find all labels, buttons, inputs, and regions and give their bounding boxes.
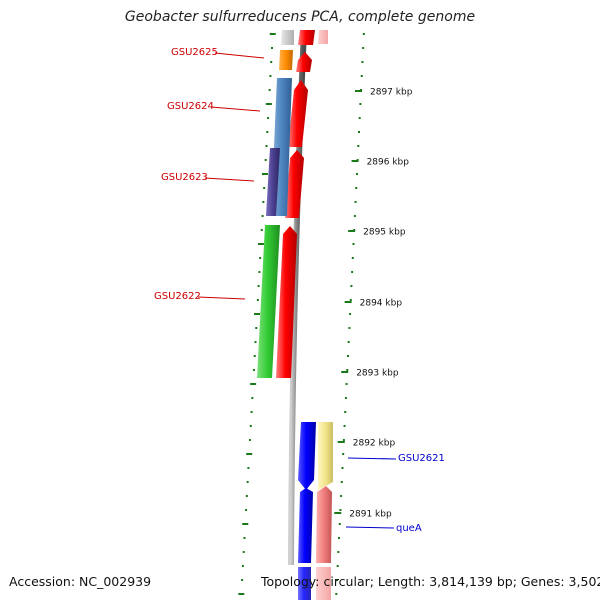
accession-text: Accession: NC_002939 [9, 574, 152, 589]
position-ticks: 2897 kbp 2896 kbp 2895 kbp 2894 kbp 2893 kbp… [334, 88, 413, 520]
gene-top-pink [318, 30, 328, 44]
gene-label-gsu2623: GSU2623 [161, 172, 208, 183]
gene-label-gsu2625: GSU2625 [171, 47, 218, 58]
tick-label: 2897 kbp [370, 88, 413, 98]
gene-leader-line [197, 296, 246, 300]
gene-bottom-pink [316, 567, 331, 600]
gene-gsu2621-yellow [318, 422, 333, 490]
genome-title: Geobacter sulfurreducens PCA, complete g… [124, 9, 476, 25]
tick-label: 2892 kbp [353, 439, 396, 449]
tick-label: 2896 kbp [367, 158, 410, 168]
tick-label: 2895 kbp [363, 228, 406, 238]
left-dotted-track [238, 33, 276, 595]
gene-leader-line [204, 177, 255, 182]
gene-red-4 [285, 150, 304, 218]
gene-label-gsu2624: GSU2624 [167, 101, 214, 112]
gene-label-gsu2622: GSU2622 [154, 291, 201, 302]
gene-gsu2622-green [257, 225, 280, 378]
gene-blue-1 [298, 422, 316, 490]
gene-label-gsu2621: GSU2621 [398, 453, 445, 464]
gene-gsu2625-orange [279, 50, 293, 70]
gene-quea-pink [316, 486, 332, 563]
gene-label-quea: queA [396, 523, 422, 534]
genome-summary-text: Topology: circular; Length: 3,814,139 bp… [261, 574, 600, 589]
gene-red-3 [288, 80, 308, 147]
tick-label: 2893 kbp [356, 369, 399, 379]
gene-labels: GSU2625 GSU2624 GSU2623 GSU2622 GSU2621 queA [154, 47, 445, 534]
gene-red-2 [296, 52, 312, 72]
gene-leader-line [345, 526, 395, 529]
gene-leader-line [214, 52, 265, 59]
gene-blue-2 [298, 488, 313, 563]
gene-red-1 [298, 30, 315, 45]
gene-leader-line [210, 106, 261, 112]
gene-top-gray [281, 30, 294, 45]
tick-label: 2891 kbp [349, 510, 392, 520]
gene-red-5 [276, 226, 297, 378]
tick-label: 2894 kbp [360, 299, 403, 309]
gene-gsu2623-indigo [266, 148, 280, 216]
gene-leader-line [347, 457, 397, 460]
gene-bottom-blue [298, 567, 311, 600]
